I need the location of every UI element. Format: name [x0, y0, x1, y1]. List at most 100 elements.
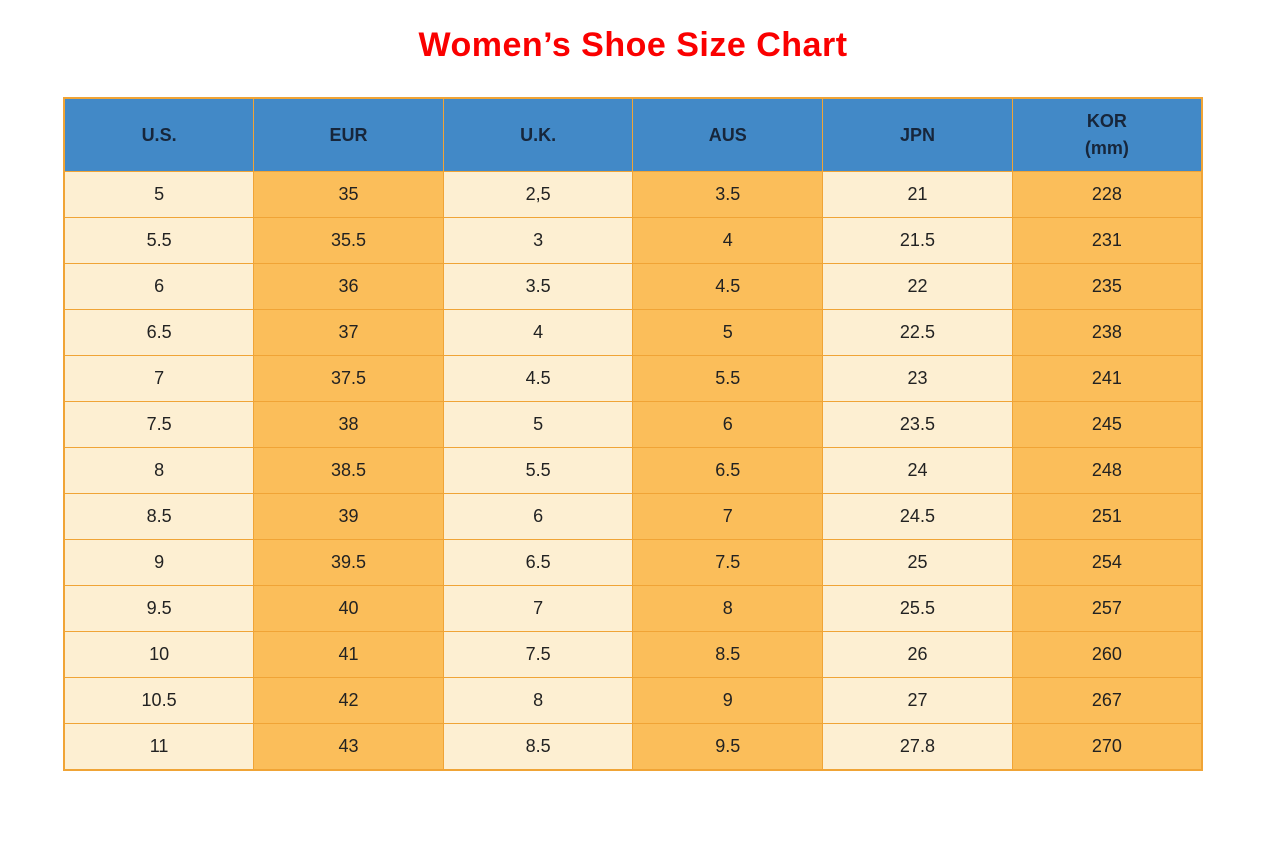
table-cell: 245	[1011, 401, 1203, 448]
table-row: 9.5 40 7 8 25.5 257	[63, 585, 1203, 632]
table-cell: 5.5	[442, 447, 634, 494]
table-cell: 260	[1011, 631, 1203, 678]
table-cell: 35.5	[253, 217, 444, 264]
table-row: 8 38.5 5.5 6.5 24 248	[63, 447, 1203, 494]
table-cell: 35	[253, 171, 444, 218]
table-cell: 267	[1011, 677, 1203, 724]
table-cell: 26	[822, 631, 1013, 678]
table-cell: 27	[822, 677, 1013, 724]
table-cell: 6	[63, 263, 255, 310]
table-cell: 8	[632, 585, 824, 632]
table-row: 11 43 8.5 9.5 27.8 270	[63, 723, 1203, 771]
table-cell: 27.8	[822, 723, 1013, 771]
page-title: Women’s Shoe Size Chart	[418, 26, 848, 64]
size-table-body: 5 35 2,5 3.5 21 228 5.5 35.5 3 4 21.5 231 6 36 3.5 4.5 2…	[63, 171, 1203, 771]
table-row: 9 39.5 6.5 7.5 25 254	[63, 539, 1203, 586]
table-cell: 24	[822, 447, 1013, 494]
column-header-uk: U.K.	[442, 97, 634, 172]
table-cell: 8.5	[442, 723, 634, 771]
table-row: 5 35 2,5 3.5 21 228	[63, 171, 1203, 218]
table-cell: 7	[632, 493, 824, 540]
table-cell: 24.5	[822, 493, 1013, 540]
column-header-label: U.S.	[141, 124, 177, 145]
table-cell: 41	[253, 631, 444, 678]
table-cell: 42	[253, 677, 444, 724]
table-cell: 8.5	[63, 493, 255, 540]
table-row: 5.5 35.5 3 4 21.5 231	[63, 217, 1203, 264]
table-cell: 10	[63, 631, 255, 678]
table-cell: 7.5	[63, 401, 255, 448]
table-cell: 22	[822, 263, 1013, 310]
table-cell: 228	[1011, 171, 1203, 218]
table-cell: 2,5	[442, 171, 634, 218]
table-cell: 6.5	[632, 447, 824, 494]
column-header-kor: KOR (mm)	[1011, 97, 1203, 172]
table-cell: 37.5	[253, 355, 444, 402]
size-table: U.S. EUR U.K. AUS JPN KOR (mm) 5 35 2,5 3.5 21 228 5…	[63, 97, 1203, 771]
table-cell: 5	[63, 171, 255, 218]
column-header-label: JPN	[899, 124, 935, 145]
table-cell: 4.5	[442, 355, 634, 402]
table-cell: 9	[632, 677, 824, 724]
table-cell: 4.5	[632, 263, 824, 310]
table-row: 7 37.5 4.5 5.5 23 241	[63, 355, 1203, 402]
column-header-jpn: JPN	[822, 97, 1013, 172]
table-cell: 5	[442, 401, 634, 448]
table-cell: 8.5	[632, 631, 824, 678]
table-cell: 6.5	[63, 309, 255, 356]
table-cell: 9.5	[63, 585, 255, 632]
table-cell: 3	[442, 217, 634, 264]
table-cell: 270	[1011, 723, 1203, 771]
table-cell: 23	[822, 355, 1013, 402]
table-cell: 235	[1011, 263, 1203, 310]
table-cell: 25.5	[822, 585, 1013, 632]
table-cell: 10.5	[63, 677, 255, 724]
table-cell: 8	[442, 677, 634, 724]
column-header-eur: EUR	[253, 97, 444, 172]
column-header-label: U.K.	[520, 124, 557, 145]
column-header-us: U.S.	[63, 97, 255, 172]
table-cell: 231	[1011, 217, 1203, 264]
column-header-label: KOR	[1086, 111, 1127, 131]
table-cell: 7.5	[632, 539, 824, 586]
table-cell: 40	[253, 585, 444, 632]
table-cell: 3.5	[442, 263, 634, 310]
table-row: 8.5 39 6 7 24.5 251	[63, 493, 1203, 540]
table-cell: 251	[1011, 493, 1203, 540]
table-cell: 21	[822, 171, 1013, 218]
table-cell: 7	[63, 355, 255, 402]
table-cell: 5	[632, 309, 824, 356]
table-cell: 21.5	[822, 217, 1013, 264]
table-cell: 22.5	[822, 309, 1013, 356]
table-cell: 36	[253, 263, 444, 310]
table-cell: 39	[253, 493, 444, 540]
table-cell: 23.5	[822, 401, 1013, 448]
table-cell: 4	[632, 217, 824, 264]
table-cell: 38.5	[253, 447, 444, 494]
header-row: U.S. EUR U.K. AUS JPN KOR (mm)	[63, 97, 1203, 172]
table-cell: 238	[1011, 309, 1203, 356]
column-header-label: EUR	[329, 124, 368, 145]
table-row: 7.5 38 5 6 23.5 245	[63, 401, 1203, 448]
table-cell: 5.5	[63, 217, 255, 264]
table-row: 10 41 7.5 8.5 26 260	[63, 631, 1203, 678]
table-cell: 43	[253, 723, 444, 771]
table-cell: 6	[442, 493, 634, 540]
table-cell: 39.5	[253, 539, 444, 586]
table-cell: 9.5	[632, 723, 824, 771]
table-cell: 6.5	[442, 539, 634, 586]
table-cell: 11	[63, 723, 255, 771]
table-cell: 25	[822, 539, 1013, 586]
table-cell: 9	[63, 539, 255, 586]
table-cell: 38	[253, 401, 444, 448]
table-cell: 3.5	[632, 171, 824, 218]
table-cell: 5.5	[632, 355, 824, 402]
column-header-label: AUS	[708, 124, 747, 145]
size-table-head: U.S. EUR U.K. AUS JPN KOR (mm)	[63, 97, 1203, 172]
table-row: 6 36 3.5 4.5 22 235	[63, 263, 1203, 310]
column-header-sublabel: (mm)	[1084, 138, 1129, 158]
table-cell: 37	[253, 309, 444, 356]
table-cell: 7.5	[442, 631, 634, 678]
table-cell: 241	[1011, 355, 1203, 402]
table-cell: 6	[632, 401, 824, 448]
